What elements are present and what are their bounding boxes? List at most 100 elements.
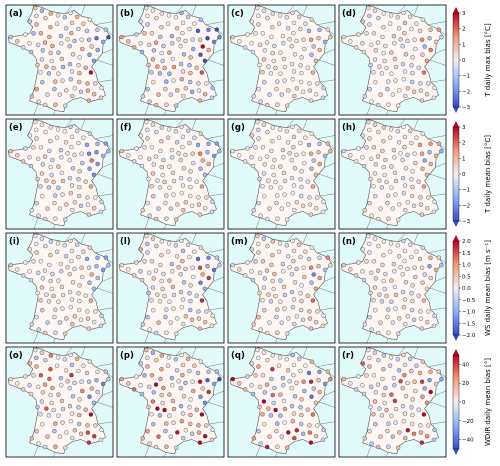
station-point [433,153,439,159]
station-point [356,146,361,151]
station-point [402,411,408,416]
station-point [439,263,444,268]
station-point [57,434,62,439]
station-point [76,368,81,374]
station-point [379,413,385,418]
station-point [202,286,208,291]
colorbar-gradient [452,126,460,222]
station-point [412,37,417,42]
station-point [299,412,304,418]
station-point [395,357,400,362]
station-point [392,155,397,160]
station-point [204,423,209,428]
colorbar-tick-label: −1 [462,74,470,80]
station-point [88,412,94,417]
station-point [278,392,283,397]
station-point [313,172,319,177]
station-point [34,87,39,92]
station-point [275,216,280,221]
station-point [269,262,274,268]
station-point [36,327,41,332]
station-point [381,50,386,56]
station-point [376,243,381,249]
station-point [425,206,430,211]
station-point [373,194,378,199]
station-point [299,70,304,76]
station-point [306,28,312,34]
station-point [150,350,156,355]
station-point [396,331,401,336]
border-line [191,346,197,359]
station-point [72,380,77,386]
station-point [150,285,156,290]
station-point [188,412,193,418]
station-point [80,46,85,52]
station-point [54,363,60,368]
station-point [428,47,433,53]
station-point [419,265,425,270]
station-point [303,135,308,140]
station-point [401,10,406,16]
station-point [410,55,415,60]
station-point [356,260,361,265]
station-point [36,99,41,104]
station-point [410,169,415,174]
station-point [198,245,203,250]
station-point [99,313,104,318]
station-point [189,431,195,436]
colorbar-label: T daily max bias [°C] [484,23,492,98]
station-point [163,314,168,320]
station-point [301,265,306,270]
station-point [431,209,437,214]
station-point [369,99,374,104]
station-point [106,263,111,268]
station-point [48,353,53,358]
station-point [311,44,316,49]
station-point [197,212,203,217]
border-line [144,445,150,458]
station-point [80,160,85,166]
station-point [383,385,388,391]
station-point [268,71,274,76]
station-point [361,277,367,283]
station-point [146,404,151,410]
station-point [188,184,193,190]
station-point [214,369,219,374]
station-point [194,179,199,184]
station-point [67,272,72,277]
station-point [89,272,94,277]
station-point [198,166,203,171]
station-point [384,179,389,185]
panel-label: (q) [231,351,245,361]
station-point [279,92,284,97]
station-point [31,31,36,36]
station-point [35,176,40,182]
panel-frame [116,4,225,116]
station-point [31,145,36,150]
station-point [169,261,175,267]
station-point [412,379,417,384]
border-line [397,346,406,356]
station-point [202,400,208,405]
station-point [72,152,77,158]
panel-label: (i) [9,237,20,247]
station-point [260,412,265,417]
station-point [87,166,92,171]
station-point [21,159,26,164]
station-point [106,149,111,154]
station-point [282,292,288,298]
colorbar-tick-label: 1 [462,156,466,162]
station-point [183,200,188,205]
station-point [159,25,164,30]
station-point [307,309,312,314]
station-point [307,430,313,435]
station-point [180,20,186,26]
station-point [432,313,437,318]
station-point [279,206,284,211]
station-point [402,362,408,368]
station-point [382,172,387,178]
station-point [157,185,163,190]
station-point [274,428,279,434]
station-point [159,139,164,144]
